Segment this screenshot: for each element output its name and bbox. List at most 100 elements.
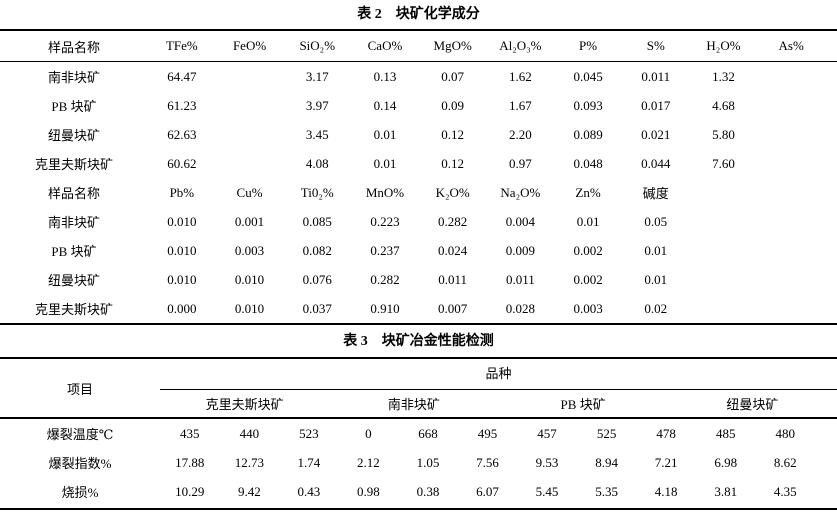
cell: 0.024 <box>438 242 468 258</box>
table2-title: 表 2 块矿化学成分 <box>357 7 480 22</box>
cell: 0.044 <box>641 155 671 171</box>
cell: 0.010 <box>234 271 265 287</box>
table3-header: 项目 品种 克里夫斯块矿 南非块矿 PB 块矿 纽曼块矿 <box>0 359 837 419</box>
table-row: 克里夫斯块矿 0.000 0.010 0.037 0.910 0.007 0.0… <box>0 294 837 323</box>
column-header: SiO₂% <box>299 38 336 53</box>
cell: 0.12 <box>441 155 465 171</box>
cell: 64.47 <box>167 68 197 84</box>
cell: 3.45 <box>305 126 329 142</box>
row-label: PB 块矿 <box>51 99 97 114</box>
cell: 0.14 <box>373 97 397 113</box>
cell: 1.67 <box>508 97 532 113</box>
cell: 0.028 <box>505 300 535 316</box>
cell: 4.68 <box>712 97 735 113</box>
cell: 0.085 <box>302 213 332 229</box>
cell: 0.037 <box>302 300 332 316</box>
cell: 3.81 <box>714 483 738 499</box>
cell: 1.62 <box>508 68 532 84</box>
table3: 项目 品种 克里夫斯块矿 南非块矿 PB 块矿 纽曼块矿 爆裂温度℃ 435 4… <box>0 357 837 510</box>
row-label: 爆裂指数% <box>48 456 112 471</box>
cell: 0.021 <box>641 126 671 142</box>
cell: 0.09 <box>441 97 465 113</box>
table-row: 南非块矿 64.47 3.17 0.13 0.07 1.62 0.045 0.0… <box>0 62 837 91</box>
cell: 62.63 <box>167 126 197 142</box>
table-row: 纽曼块矿 62.63 3.45 0.01 0.12 2.20 0.089 0.0… <box>0 120 837 149</box>
cell: 0.010 <box>167 213 197 229</box>
row-label: 纽曼块矿 <box>47 273 100 288</box>
cell: 3.97 <box>305 97 329 113</box>
cell: 5.35 <box>595 483 618 499</box>
cell: 0.093 <box>573 97 603 113</box>
column-header: Pb% <box>169 184 195 200</box>
cell: 0.076 <box>302 271 332 287</box>
cell: 668 <box>418 425 438 441</box>
cell: 0.003 <box>234 242 265 258</box>
column-header: S% <box>646 38 665 53</box>
column-header: Zn% <box>575 184 601 200</box>
cell: 0.011 <box>438 271 468 287</box>
cell: 9.53 <box>535 454 559 470</box>
cell: 0.002 <box>573 242 603 258</box>
column-header: Al₂O₃% <box>499 38 542 53</box>
cell: 1.32 <box>712 68 735 84</box>
cell: 457 <box>537 425 557 441</box>
variety-header-area: 品种 克里夫斯块矿 南非块矿 PB 块矿 纽曼块矿 <box>160 359 837 417</box>
cell: 0.017 <box>641 97 671 113</box>
cell: 0.007 <box>438 300 468 316</box>
cell: 17.88 <box>175 454 205 470</box>
cell: 4.18 <box>654 483 678 499</box>
table2: 样品名称 TFe% FeO% SiO₂% CaO% MgO% Al₂O₃% P%… <box>0 29 837 325</box>
ore-group-headers: 克里夫斯块矿 南非块矿 PB 块矿 纽曼块矿 <box>160 390 837 417</box>
cell: 0.011 <box>505 271 535 287</box>
column-header: Ti0₂% <box>300 184 334 200</box>
cell: 2.20 <box>508 126 532 142</box>
column-header: P% <box>579 38 598 53</box>
cell: 2.12 <box>357 454 380 470</box>
column-header: Na₂O% <box>500 184 541 200</box>
row-label: 克里夫斯块矿 <box>34 302 113 317</box>
cell: 0 <box>365 425 372 441</box>
column-header: MgO% <box>433 38 472 53</box>
column-header: 碱度 <box>642 186 669 201</box>
cell: 0.011 <box>641 68 671 84</box>
cell: 0.12 <box>441 126 465 142</box>
cell: 5.80 <box>712 126 735 142</box>
cell: 0.07 <box>441 68 465 84</box>
cell: 0.237 <box>370 242 400 258</box>
cell: 0.082 <box>302 242 332 258</box>
row-label: 纽曼块矿 <box>47 128 100 143</box>
table2-header-row-2: 样品名称 Pb% Cu% Ti0₂% MnO% K₂O% Na₂O% Zn% 碱… <box>0 178 837 207</box>
column-header: CaO% <box>367 38 403 53</box>
table-row: 爆裂温度℃ 435 440 523 0 668 495 457 525 478 … <box>0 419 837 448</box>
cell: 1.05 <box>416 454 440 470</box>
cell: 0.010 <box>167 242 197 258</box>
cell: 0.000 <box>167 300 197 316</box>
group-header: 南非块矿 <box>387 397 440 412</box>
cell: 12.73 <box>234 454 264 470</box>
cell: 0.38 <box>416 483 440 499</box>
table2-header-row: 样品名称 TFe% FeO% SiO₂% CaO% MgO% Al₂O₃% P%… <box>0 31 837 62</box>
cell: 8.62 <box>773 454 797 470</box>
row-label: PB 块矿 <box>51 244 97 259</box>
cell: 0.97 <box>508 155 532 171</box>
cell: 0.010 <box>167 271 197 287</box>
cell: 435 <box>180 425 200 441</box>
table-row: PB 块矿 61.23 3.97 0.14 0.09 1.67 0.093 0.… <box>0 91 837 120</box>
cell: 0.01 <box>644 271 668 287</box>
cell: 0.045 <box>573 68 603 84</box>
cell: 0.01 <box>576 213 600 229</box>
group-header: 克里夫斯块矿 <box>205 397 284 412</box>
row-label: 克里夫斯块矿 <box>34 157 113 172</box>
column-header: Cu% <box>236 184 263 200</box>
row-label: 爆裂温度℃ <box>46 427 114 442</box>
cell: 10.29 <box>175 483 205 499</box>
cell: 0.282 <box>438 213 468 229</box>
column-header: MnO% <box>365 184 405 200</box>
row-label: 烧损% <box>61 485 99 500</box>
cell: 0.282 <box>370 271 400 287</box>
cell: 6.98 <box>714 454 738 470</box>
table-row: PB 块矿 0.010 0.003 0.082 0.237 0.024 0.00… <box>0 236 837 265</box>
cell: 6.07 <box>476 483 499 499</box>
cell: 0.01 <box>373 126 397 142</box>
